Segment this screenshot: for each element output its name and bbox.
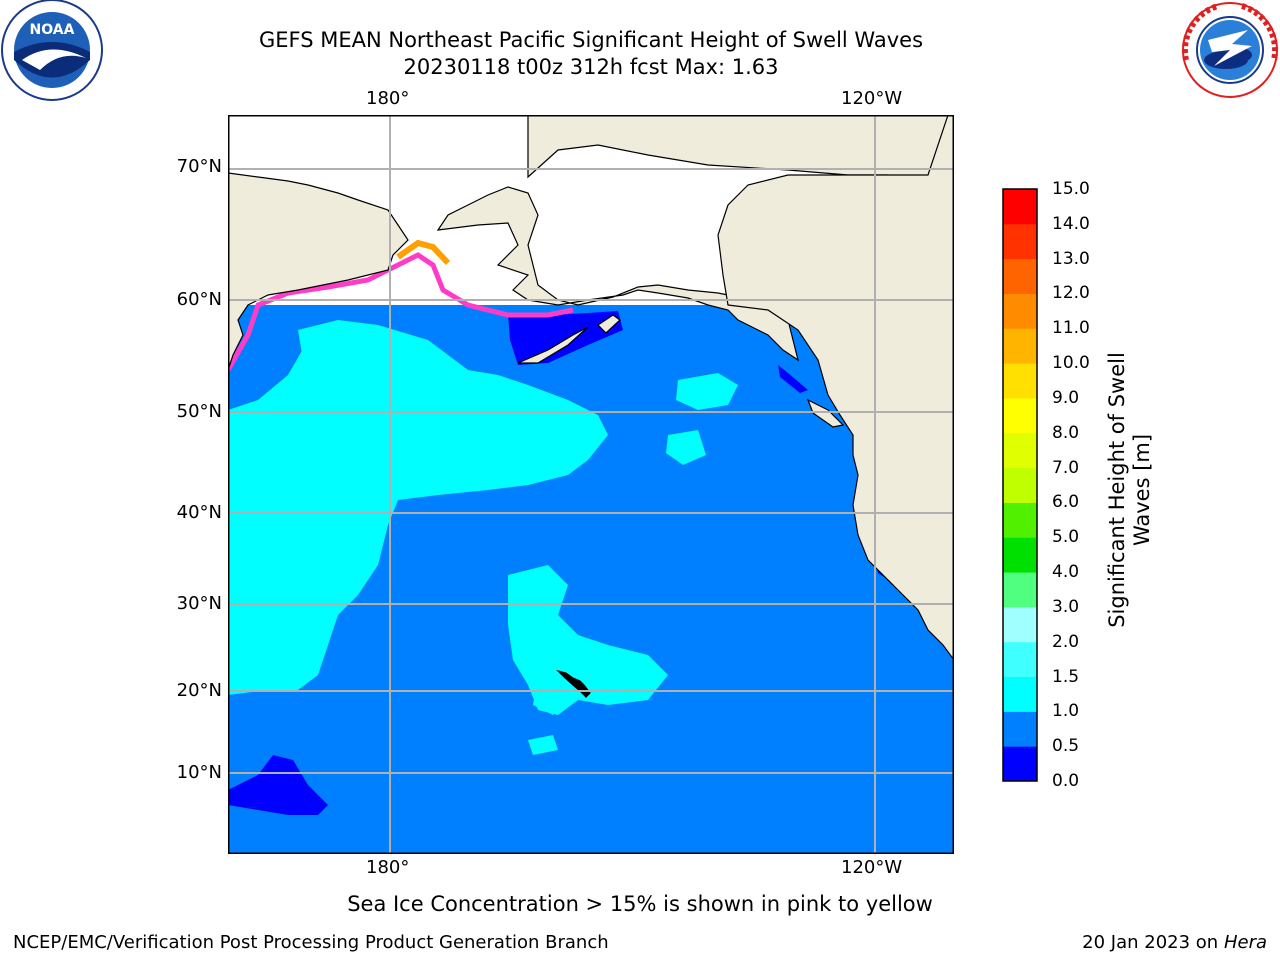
colorbar-bin-14	[1003, 258, 1037, 294]
colorbar-bin-9	[1003, 432, 1037, 469]
swell-low-patch-gulf	[508, 311, 623, 365]
footer-credit: NCEP/EMC/Verification Post Processing Pr…	[13, 932, 609, 953]
colorbar	[1002, 188, 1038, 786]
map-panel	[228, 115, 954, 858]
colorbar-tick-label: 1.5	[1052, 666, 1080, 687]
colorbar-tick-label: 2.0	[1052, 631, 1080, 652]
colorbar-bin-16	[1003, 189, 1037, 225]
colorbar-tick-label: 0.5	[1052, 736, 1080, 757]
sea-ice-edge	[228, 252, 574, 372]
colorbar-bin-4	[1003, 606, 1037, 643]
colorbar-bin-6	[1003, 537, 1037, 573]
colorbar-swatches	[1002, 188, 1038, 782]
colorbar-tick-label: 6.0	[1052, 492, 1080, 513]
land-siberia	[228, 115, 409, 371]
colorbar-bin-10	[1003, 397, 1037, 434]
colorbar-tick-label: 11.0	[1052, 318, 1090, 339]
colorbar-bin-13	[1003, 293, 1037, 329]
lat-label-20n: 20°N	[176, 680, 222, 701]
footer-machine: Hera	[1223, 932, 1267, 953]
noaa-logo-text: NOAA	[30, 22, 75, 38]
footer-date-text: 20 Jan 2023 on	[1082, 932, 1224, 953]
colorbar-bin-12	[1003, 328, 1037, 364]
nws-logo	[1178, 0, 1280, 100]
colorbar-tick-label: 7.0	[1052, 457, 1080, 478]
lat-label-60n: 60°N	[176, 289, 222, 310]
swell-low-patch-sw	[228, 755, 328, 815]
land-kodiak	[597, 314, 621, 334]
lat-label-10n: 10°N	[176, 762, 222, 783]
colorbar-tick-label: 1.0	[1052, 701, 1080, 722]
swell-cyan-patch-ne	[676, 373, 738, 410]
colorbar-bin-8	[1003, 467, 1037, 503]
graticule	[228, 115, 954, 854]
colorbar-tick-label: 9.0	[1052, 387, 1080, 408]
noaa-logo: NOAA	[0, 0, 104, 104]
colorbar-tick-label: 12.0	[1052, 283, 1090, 304]
colorbar-bin-1	[1003, 711, 1037, 747]
sea-ice-orange	[396, 239, 451, 266]
colorbar-label: Significant Height of Swell Waves [m]	[1100, 300, 1160, 680]
lat-label-30n: 30°N	[176, 593, 222, 614]
colorbar-bin-7	[1003, 502, 1037, 538]
colorbar-tick-label: 4.0	[1052, 562, 1080, 583]
colorbar-tick-label: 5.0	[1052, 527, 1080, 548]
swell-cyan-patch-hi	[533, 670, 573, 715]
colorbar-tick-label: 0.0	[1052, 771, 1080, 791]
lat-label-50n: 50°N	[176, 401, 222, 422]
swell-cyan-patch-s	[528, 735, 558, 755]
map-title: GEFS MEAN Northeast Pacific Significant …	[258, 28, 924, 52]
map-canvas	[228, 115, 954, 854]
colorbar-tick-label: 10.0	[1052, 353, 1090, 374]
swell-cyan-field-west	[228, 320, 608, 695]
lon-label-bottom-180: 180°	[366, 857, 410, 878]
colorbar-tick-labels: 0.0 0.5 1.0 1.5 2.0 3.0 4.0 5.0 6.0 7.0 8.0 9.0 10.0…	[1052, 180, 1132, 790]
colorbar-label-line1: Significant Height of Swell	[1105, 352, 1129, 628]
colorbar-tick-label: 3.0	[1052, 596, 1080, 617]
land-alaska-peninsula	[517, 326, 589, 364]
colorbar-bin-3	[1003, 641, 1037, 678]
lon-label-bottom-120w: 120°W	[841, 857, 903, 878]
lat-label-40n: 40°N	[176, 502, 222, 523]
colorbar-bin-15	[1003, 223, 1037, 260]
colorbar-frame	[1002, 188, 1038, 782]
colorbar-tick-label: 14.0	[1052, 213, 1090, 234]
lon-label-top-180: 180°	[366, 88, 410, 109]
lat-label-70n: 70°N	[176, 156, 222, 177]
colorbar-label-line2: Waves [m]	[1130, 433, 1154, 547]
sea-ice-note: Sea Ice Concentration > 15% is shown in …	[347, 892, 933, 916]
swell-low-patch-coast-bc	[778, 365, 808, 393]
swell-cyan-patch-mid	[666, 430, 706, 465]
colorbar-tick-label: 13.0	[1052, 248, 1090, 269]
colorbar-bin-11	[1003, 363, 1037, 399]
colorbar-bin-0	[1003, 746, 1037, 782]
map-frame	[228, 115, 954, 854]
lon-label-top-120w: 120°W	[841, 88, 903, 109]
colorbar-tick-label: 8.0	[1052, 422, 1080, 443]
footer-date: 20 Jan 2023 on Hera	[1082, 933, 1267, 953]
land-north-america	[717, 115, 954, 662]
map-subtitle: 20230118 t00z 312h fcst Max: 1.63	[403, 55, 779, 79]
colorbar-tick-label: 15.0	[1052, 179, 1090, 199]
colorbar-bin-5	[1003, 572, 1037, 608]
colorbar-bin-2	[1003, 676, 1037, 712]
land-vancouver-island	[806, 398, 845, 428]
swell-cyan-patch-n	[298, 320, 348, 365]
